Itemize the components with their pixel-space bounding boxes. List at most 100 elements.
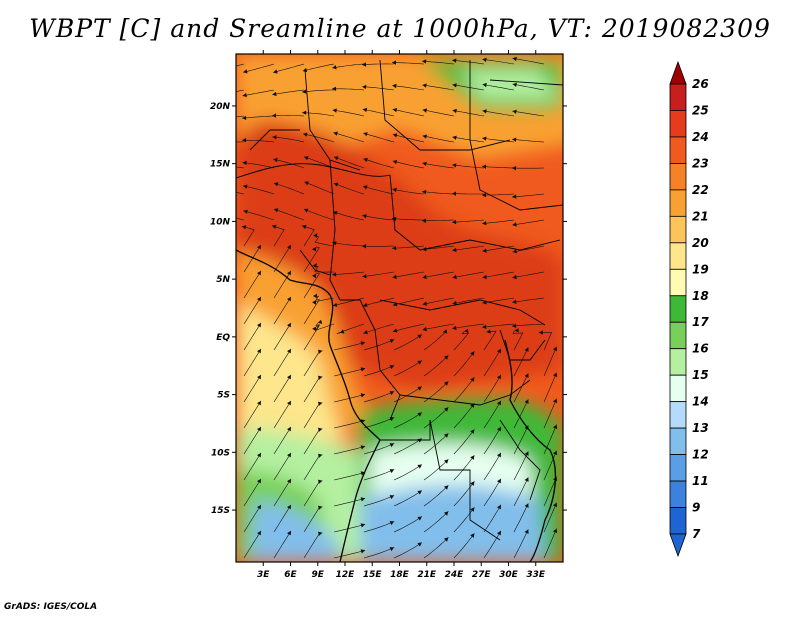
streamline [273, 208, 305, 221]
streamline-arrow [444, 355, 449, 360]
streamline-arrow [389, 495, 395, 500]
streamline-arrow [389, 443, 395, 448]
streamline-arrow [303, 208, 309, 213]
streamline-arrow [553, 424, 558, 430]
streamline [422, 60, 455, 65]
colorbar-label: 24 [692, 130, 709, 144]
streamline [453, 481, 475, 507]
colorbar-box [669, 242, 687, 270]
streamline-arrow [363, 132, 368, 137]
streamline-arrow [273, 182, 279, 187]
streamline [273, 296, 292, 325]
streamline [273, 426, 292, 455]
streamline-arrow [360, 497, 366, 502]
streamline [543, 346, 557, 377]
streamline [423, 407, 449, 429]
streamline-arrow [417, 386, 422, 391]
streamline-arrow [360, 367, 366, 372]
streamline [303, 506, 323, 533]
streamline [273, 504, 292, 533]
streamline-arrow [512, 323, 517, 328]
streamline-arrow [417, 438, 422, 443]
streamline-arrow [512, 274, 517, 280]
streamline [363, 547, 395, 559]
streamline-arrow [287, 322, 291, 328]
streamline-arrow [363, 330, 368, 335]
streamline-arrow [470, 429, 475, 434]
streamline [392, 271, 425, 278]
streamline-arrow [332, 272, 337, 277]
streamline [453, 507, 475, 533]
axis-ticks: 3E 6E 9E 12E 15E 18E 21E 24E 27E 30E 33E 20N 15N 10N 5… [210, 50, 567, 580]
colorbar-box [669, 480, 687, 508]
colorbar-box [669, 427, 687, 455]
streamline [482, 219, 515, 224]
streamline [236, 217, 245, 221]
streamline [512, 245, 545, 253]
streamline-arrow [312, 263, 317, 268]
lon-tick-label: 21E [417, 570, 437, 580]
streamline [453, 429, 475, 455]
streamline [452, 271, 485, 278]
streamline-arrow [389, 339, 395, 344]
streamline [393, 516, 423, 533]
streamline [363, 495, 395, 507]
streamline [512, 138, 545, 143]
streamline [453, 331, 470, 351]
colorbar-box [669, 348, 687, 376]
streamline-arrow [497, 348, 501, 354]
streamline [303, 402, 323, 429]
streamline-arrow [362, 84, 367, 90]
streamline-arrow [392, 108, 398, 113]
streamline [452, 84, 485, 91]
streamline-arrow [272, 91, 277, 97]
streamline [392, 85, 425, 91]
streamline [393, 360, 423, 377]
streamline [273, 478, 292, 507]
streamline [392, 109, 425, 117]
streamline [236, 115, 245, 118]
streamline [236, 141, 245, 143]
streamline [303, 133, 335, 143]
lon-tick-label: 12E [336, 570, 356, 580]
streamline-arrow [452, 108, 457, 114]
streamline [452, 110, 485, 117]
streamline [483, 374, 502, 403]
streamline-arrow [553, 398, 558, 404]
streamline [422, 271, 455, 278]
streamline [363, 443, 395, 455]
streamline-arrow [417, 464, 422, 469]
streamline-arrow [213, 93, 217, 97]
streamline [315, 322, 335, 331]
streamline [362, 108, 395, 117]
streamline [512, 219, 545, 226]
streamline [393, 438, 423, 455]
streamline-arrow [392, 187, 397, 193]
streamline [241, 226, 255, 247]
streamline-arrow [332, 241, 337, 246]
streamline [333, 156, 365, 169]
streamline [512, 58, 545, 65]
streamline [543, 398, 557, 429]
streamline [422, 245, 455, 250]
streamline-arrow [524, 451, 529, 456]
streamline-arrow [524, 399, 529, 404]
colorbar-label: 20 [692, 236, 709, 250]
streamline [363, 391, 395, 403]
streamline-arrow [482, 164, 487, 169]
streamline [392, 245, 425, 249]
streamline [333, 524, 366, 533]
colorbar-label: 18 [692, 289, 709, 303]
streamline [482, 84, 515, 91]
streamline [333, 211, 365, 221]
streamline-arrow [497, 504, 501, 510]
streamline [302, 112, 335, 117]
streamline [314, 233, 335, 247]
streamline [333, 446, 366, 455]
colorbar-label: 14 [692, 395, 709, 409]
streamline-arrow [482, 109, 487, 114]
streamline [393, 490, 423, 507]
streamline-arrow [333, 131, 338, 136]
streamline-arrow [444, 459, 449, 464]
